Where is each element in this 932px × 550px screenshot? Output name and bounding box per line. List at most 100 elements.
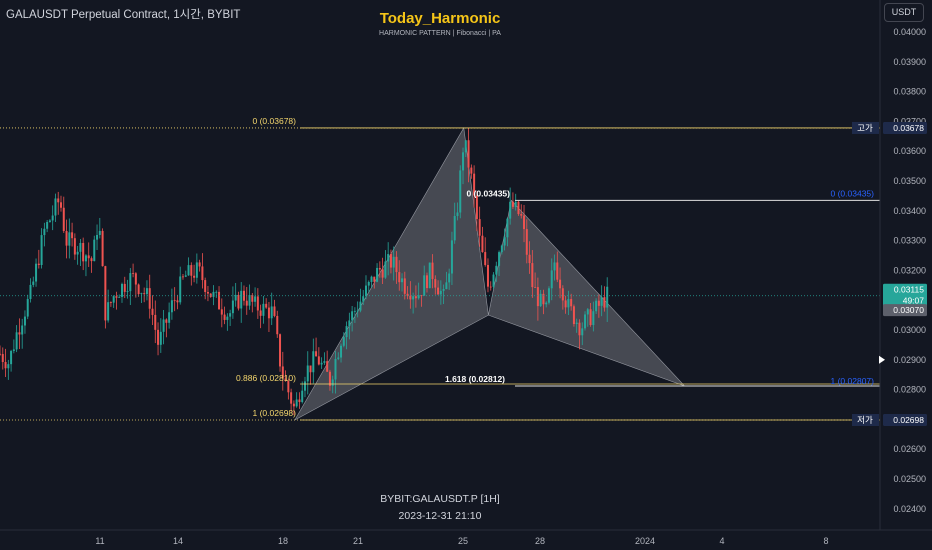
candle-body: [93, 239, 96, 262]
candle-body: [320, 362, 323, 365]
candle-body: [572, 306, 575, 325]
candle-body: [120, 283, 123, 297]
candle-body: [517, 201, 520, 215]
candle-body: [1, 354, 4, 362]
candle-body: [73, 238, 76, 255]
candle-body: [384, 261, 387, 278]
candle-body: [459, 170, 462, 213]
candle-body: [503, 237, 506, 246]
candle-body: [420, 295, 423, 297]
time-axis-label: 18: [278, 536, 288, 546]
candle-body: [273, 306, 276, 316]
candle-body: [32, 281, 35, 285]
candle-body: [550, 270, 553, 289]
price-axis-label: 0.03700: [893, 116, 926, 126]
price-axis-label: 0.03800: [893, 87, 926, 97]
candle-body: [373, 276, 376, 282]
candle-body: [303, 381, 306, 391]
candle-body: [82, 242, 85, 262]
candle-body: [536, 287, 539, 307]
candle-body: [592, 311, 595, 325]
harmonic-triangle-bcd: [488, 199, 685, 387]
candle-body: [284, 378, 287, 382]
candle-body: [134, 273, 137, 285]
candle-body: [475, 195, 478, 220]
candle-body: [539, 293, 542, 307]
candle-body: [267, 307, 270, 319]
candle-body: [65, 230, 68, 246]
candle-body: [376, 267, 379, 282]
candle-body: [7, 364, 10, 369]
candle-body: [445, 282, 448, 290]
candle-body: [137, 284, 140, 295]
candle-body: [439, 290, 442, 295]
candle-body: [198, 262, 201, 267]
candle-body: [162, 319, 165, 332]
last-price-tag-bg: [883, 283, 927, 307]
candle-body: [370, 276, 373, 282]
candle-body: [453, 215, 456, 241]
candle-body: [107, 302, 110, 321]
candle-body: [201, 266, 204, 281]
price-axis-label: 0.02400: [893, 504, 926, 514]
prev-price-tag-bg: [883, 304, 927, 317]
high-name-tag: 고가: [857, 123, 873, 133]
candle-body: [317, 356, 320, 365]
candle-body: [448, 273, 451, 283]
candle-body: [509, 201, 512, 219]
candle-body: [101, 230, 104, 267]
candle-body: [553, 262, 556, 271]
candle-body: [437, 287, 440, 295]
candle-body: [215, 291, 218, 293]
price-axis-label: 0.03600: [893, 146, 926, 156]
candle-body: [500, 245, 503, 253]
price-axis-label: 0.04000: [893, 27, 926, 37]
candle-body: [362, 296, 365, 302]
candle-body: [392, 256, 395, 268]
candle-body: [151, 308, 154, 315]
high-price-tag: 0.03678: [893, 123, 924, 133]
candle-body: [486, 264, 489, 287]
fib-label-d: 1.618 (0.02812): [445, 374, 505, 384]
candle-body: [514, 201, 517, 207]
candle-body: [193, 275, 196, 278]
price-axis-label: 0.03200: [893, 265, 926, 275]
candle-body: [403, 278, 406, 294]
candle-body: [51, 215, 54, 221]
candle-body: [104, 266, 107, 321]
candle-body: [495, 265, 498, 275]
candle-body: [181, 276, 184, 278]
candle-body: [209, 293, 212, 297]
price-axis-label: 0.02900: [893, 355, 926, 365]
candle-body: [218, 291, 221, 310]
candle-body: [179, 276, 182, 303]
candle-body: [29, 284, 32, 299]
low-price-tag: 0.02698: [893, 415, 924, 425]
candle-body: [342, 337, 345, 346]
candle-body: [561, 288, 564, 301]
fib-label-mid-left: 0.886 (0.02810): [236, 373, 296, 383]
candle-body: [353, 310, 356, 312]
candle-body: [345, 326, 348, 338]
candle-body: [98, 230, 101, 235]
candle-body: [506, 218, 509, 238]
candle-body: [473, 173, 476, 196]
currency-button[interactable]: USDT: [884, 3, 924, 22]
candle-body: [54, 198, 57, 216]
candle-body: [428, 262, 431, 289]
fib-label-top-left: 0 (0.03678): [253, 116, 297, 126]
fib-label-c: 0 (0.03435): [467, 188, 511, 198]
candle-body: [170, 300, 173, 313]
time-axis-label: 28: [535, 536, 545, 546]
candle-body: [462, 152, 465, 171]
candle-body: [406, 293, 409, 296]
candle-body: [132, 273, 135, 274]
candle-body: [190, 265, 193, 276]
low-name-tag: 저가: [857, 415, 873, 425]
candle-body: [173, 300, 176, 302]
candle-body: [287, 381, 290, 393]
indicator-subtitle: HARMONIC PATTERN | Fibonacci | PA: [379, 30, 501, 37]
candle-body: [492, 274, 495, 287]
candle-body: [450, 240, 453, 274]
